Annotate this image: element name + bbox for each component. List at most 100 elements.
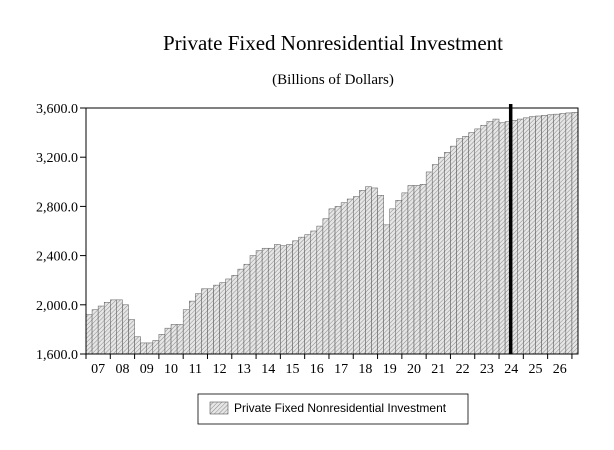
bar [213, 284, 220, 355]
x-tick-label: 07 [91, 362, 105, 377]
bar [170, 324, 178, 355]
bar [547, 114, 554, 355]
bar [559, 113, 567, 355]
bar [359, 190, 366, 355]
bar [365, 186, 372, 355]
bar [146, 342, 154, 355]
bar [292, 240, 299, 355]
bar [523, 117, 530, 355]
x-tick-label: 22 [456, 362, 470, 377]
x-tick-label: 08 [115, 362, 129, 377]
bar [97, 305, 105, 355]
x-tick-label: 14 [261, 362, 275, 377]
bar [243, 263, 251, 355]
bar [304, 234, 311, 355]
bar [267, 247, 275, 355]
bar [535, 115, 542, 355]
bar [480, 124, 488, 355]
bar [438, 156, 445, 355]
x-tick-label: 26 [553, 362, 567, 377]
x-tick-label: 15 [286, 362, 300, 377]
x-tick-label: 23 [480, 362, 494, 377]
x-tick-label: 11 [189, 362, 202, 377]
y-tick-label: 2,400.0 [36, 250, 78, 265]
bars-group [85, 112, 579, 355]
x-tick-label: 16 [310, 362, 324, 377]
x-axis: 07 08 09 10 11 12 13 14 15 16 17 18 19 20 21 22 23 24 25 26 [85, 354, 573, 377]
bar [128, 319, 135, 355]
bar [152, 340, 160, 355]
bar [346, 198, 354, 355]
bar [280, 245, 287, 355]
x-tick-label: 18 [358, 362, 372, 377]
bar [182, 309, 190, 355]
bar [401, 192, 409, 355]
bar [219, 282, 226, 355]
chart-title: Private Fixed Nonresidential Investment [163, 31, 503, 55]
y-tick-label: 3,600.0 [36, 102, 78, 117]
bar [419, 184, 427, 355]
bar [237, 268, 245, 355]
bar [316, 225, 324, 355]
x-tick-label: 13 [237, 362, 251, 377]
bar [389, 208, 397, 355]
bar [328, 208, 336, 355]
y-tick-label: 3,200.0 [36, 151, 78, 166]
bar [189, 300, 196, 355]
bar [225, 278, 233, 355]
bar [517, 118, 524, 355]
bar [395, 200, 403, 355]
y-axis: 1,600.0 2,000.0 2,400.0 2,800.0 3,200.0 3,600… [36, 102, 86, 363]
bar [249, 255, 257, 355]
x-tick-label: 24 [504, 362, 518, 377]
bar [122, 304, 129, 355]
bar [158, 334, 166, 355]
bar [413, 185, 421, 355]
bar [140, 342, 147, 355]
x-tick-label: 21 [431, 362, 445, 377]
bar [468, 132, 475, 355]
bar [444, 152, 451, 355]
x-tick-label: 10 [164, 362, 178, 377]
bar [116, 299, 123, 355]
bar [261, 247, 269, 355]
bar [486, 121, 494, 355]
bar [134, 336, 141, 355]
bar [164, 327, 172, 355]
bar [231, 275, 239, 355]
bar [334, 206, 342, 355]
y-tick-label: 2,800.0 [36, 200, 78, 215]
legend-swatch [209, 401, 229, 415]
x-tick-label: 09 [140, 362, 154, 377]
bar [541, 115, 548, 355]
x-tick-label: 17 [334, 362, 348, 377]
bar [377, 195, 384, 355]
bar [353, 196, 360, 355]
y-tick-label: 1,600.0 [36, 348, 78, 363]
x-tick-label: 19 [383, 362, 397, 377]
y-tick-label: 2,000.0 [36, 299, 78, 314]
chart-subtitle: (Billions of Dollars) [272, 72, 394, 88]
bar [310, 230, 318, 355]
x-tick-label: 20 [407, 362, 421, 377]
bar [431, 164, 439, 355]
bar [207, 288, 214, 355]
x-tick-label: 12 [213, 362, 227, 377]
x-tick-label: 25 [528, 362, 542, 377]
legend-box [197, 393, 469, 425]
bar [456, 138, 463, 355]
bar [553, 113, 561, 355]
bar [103, 302, 111, 355]
bar [286, 244, 293, 355]
legend-label: Private Fixed Nonresidential Investment [234, 401, 447, 415]
bar [255, 250, 263, 355]
bar [371, 187, 378, 355]
bar [492, 118, 500, 355]
bar [91, 309, 99, 355]
bar [474, 128, 482, 355]
bar [322, 218, 330, 355]
bar [407, 185, 415, 355]
bar [450, 145, 457, 355]
bar [274, 244, 281, 355]
